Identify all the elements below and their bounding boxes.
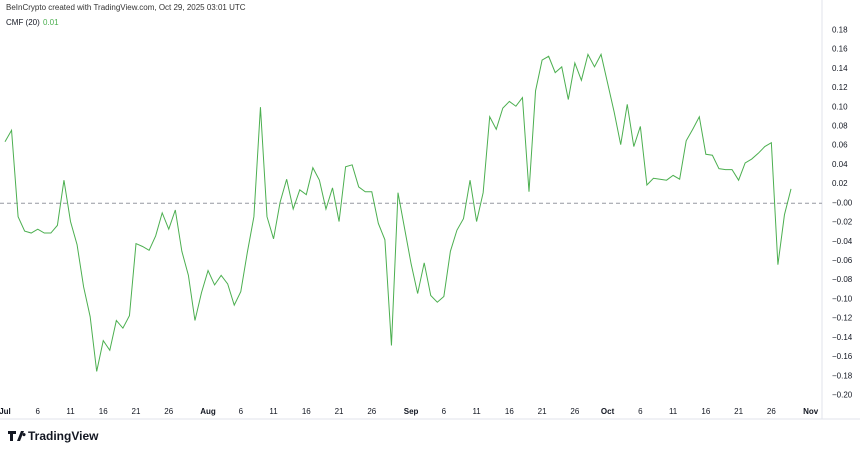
y-tick-label: 0.12 bbox=[832, 83, 848, 92]
x-tick-label: 6 bbox=[36, 407, 41, 416]
y-tick-label: −0.14 bbox=[832, 333, 853, 342]
y-tick-label: −0.20 bbox=[832, 391, 853, 400]
x-tick-label: 6 bbox=[442, 407, 447, 416]
x-tick-label: Oct bbox=[601, 407, 615, 416]
x-tick-label: 26 bbox=[367, 407, 376, 416]
y-tick-label: 0.10 bbox=[832, 102, 848, 111]
x-tick-label: 26 bbox=[164, 407, 173, 416]
x-tick-label: Jul bbox=[0, 407, 11, 416]
brand: TradingView bbox=[28, 429, 99, 443]
y-tick-label: 0.04 bbox=[832, 160, 848, 169]
x-tick-label: 16 bbox=[701, 407, 710, 416]
x-tick-label: 21 bbox=[335, 407, 344, 416]
x-tick-label: 26 bbox=[570, 407, 579, 416]
x-tick-label: 6 bbox=[638, 407, 643, 416]
y-tick-label: 0.06 bbox=[832, 141, 848, 150]
y-tick-label: −0.18 bbox=[832, 371, 853, 380]
y-tick-label: −0.06 bbox=[832, 256, 853, 265]
x-tick-label: Nov bbox=[803, 407, 819, 416]
y-tick-label: 0.14 bbox=[832, 64, 848, 73]
x-tick-label: 11 bbox=[669, 407, 678, 416]
x-tick-label: 11 bbox=[66, 407, 75, 416]
x-tick-label: 16 bbox=[99, 407, 108, 416]
y-tick-label: 0.18 bbox=[832, 25, 848, 34]
y-tick-label: −0.16 bbox=[832, 352, 853, 361]
y-tick-label: 0.02 bbox=[832, 179, 848, 188]
indicator-value: 0.01 bbox=[43, 18, 59, 27]
y-tick-label: −0.04 bbox=[832, 237, 853, 246]
x-tick-label: 26 bbox=[767, 407, 776, 416]
y-tick-label: −0.12 bbox=[832, 314, 853, 323]
credit: BeInCrypto created with TradingView.com,… bbox=[6, 3, 246, 12]
y-tick-label: −0.10 bbox=[832, 294, 853, 303]
y-tick-label: 0.08 bbox=[832, 122, 848, 131]
y-tick-label: −0.00 bbox=[832, 198, 853, 207]
x-tick-label: Sep bbox=[404, 407, 419, 416]
x-tick-label: 21 bbox=[538, 407, 547, 416]
x-tick-label: 11 bbox=[269, 407, 278, 416]
x-tick-label: 16 bbox=[505, 407, 514, 416]
cmf-line bbox=[4, 52, 792, 372]
y-tick-label: −0.08 bbox=[832, 275, 853, 284]
y-tick-label: 0.16 bbox=[832, 45, 848, 54]
x-tick-label: 21 bbox=[132, 407, 141, 416]
x-tick-label: Aug bbox=[200, 407, 216, 416]
x-tick-label: 21 bbox=[734, 407, 743, 416]
logo bbox=[8, 431, 26, 441]
x-tick-label: 16 bbox=[302, 407, 311, 416]
indicator-name: CMF (20) bbox=[6, 18, 40, 27]
x-tick-label: 6 bbox=[239, 407, 244, 416]
y-tick-label: −0.02 bbox=[832, 218, 853, 227]
logo-mark bbox=[8, 431, 26, 441]
x-tick-label: 11 bbox=[472, 407, 481, 416]
